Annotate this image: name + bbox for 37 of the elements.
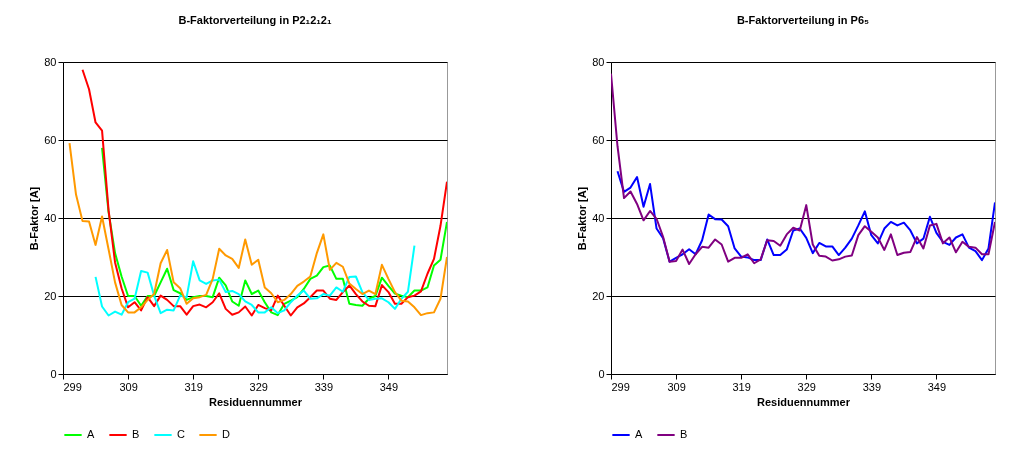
x-axis-title: Residuennummer xyxy=(209,395,303,408)
y-tick-label: 40 xyxy=(592,211,605,224)
legend-label: A xyxy=(87,428,95,440)
x-tick-label: 349 xyxy=(927,380,947,393)
chart-title: B-Faktorverteilung in P6₅ xyxy=(736,14,870,26)
y-tick-label: 60 xyxy=(44,133,57,146)
y-axis-title: B-Faktor [A] xyxy=(28,186,41,251)
x-tick-label: 339 xyxy=(314,380,334,393)
x-tick-label: 309 xyxy=(119,380,138,393)
line-series xyxy=(81,68,447,317)
x-tick-label: 319 xyxy=(184,380,203,393)
y-tick-label: 0 xyxy=(598,367,605,380)
y-tick-label: 20 xyxy=(44,289,57,302)
legend-label: D xyxy=(222,428,230,440)
legend-label: C xyxy=(177,428,185,440)
line-series xyxy=(94,244,416,317)
y-tick-label: 40 xyxy=(44,211,57,224)
x-tick-label: 329 xyxy=(249,380,268,393)
x-tick-label: 299 xyxy=(63,380,82,393)
x-tick-label: 339 xyxy=(862,380,882,393)
chart-title: B-Faktorverteilung in P2₁2₁2₁ xyxy=(178,14,332,26)
y-axis-title: B-Faktor [A] xyxy=(576,186,589,251)
y-tick-label: 20 xyxy=(592,289,605,302)
x-tick-label: 319 xyxy=(732,380,751,393)
x-axis-title: Residuennummer xyxy=(757,395,851,408)
y-tick-label: 80 xyxy=(592,55,605,68)
legend-label: A xyxy=(635,428,643,440)
y-tick-label: 60 xyxy=(592,133,605,146)
legend-label: B xyxy=(680,428,688,440)
x-tick-label: 329 xyxy=(797,380,816,393)
y-tick-label: 80 xyxy=(44,55,57,68)
y-tick-label: 0 xyxy=(50,367,57,380)
x-tick-label: 299 xyxy=(611,380,630,393)
line-series xyxy=(616,170,995,263)
legend-label: B xyxy=(132,428,140,440)
x-tick-label: 349 xyxy=(379,380,399,393)
x-tick-label: 309 xyxy=(667,380,686,393)
